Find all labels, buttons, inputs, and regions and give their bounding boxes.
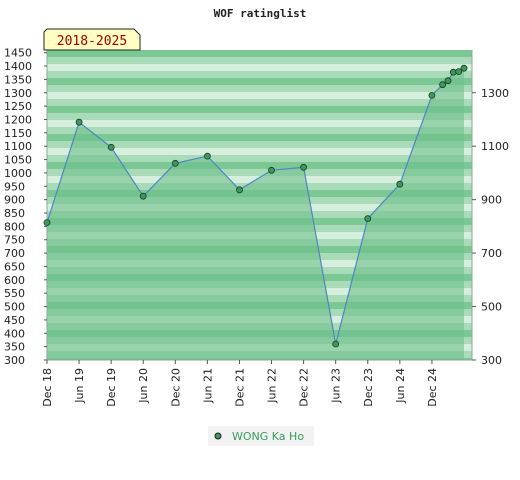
background-band xyxy=(47,162,472,169)
background-band xyxy=(47,92,472,99)
period-label: 2018-2025 xyxy=(57,34,127,49)
legend-box xyxy=(208,426,314,446)
left-tick-label: 1150 xyxy=(4,127,32,140)
left-tick-label: 450 xyxy=(4,314,25,327)
left-tick-label: 1200 xyxy=(4,113,32,126)
right-tick-label: 700 xyxy=(481,247,502,260)
left-tick-label: 950 xyxy=(4,180,25,193)
legend: WONG Ka Ho xyxy=(208,426,314,446)
axes xyxy=(46,50,473,361)
left-tick-label: 400 xyxy=(4,327,25,340)
left-tick-label: 1250 xyxy=(4,100,32,113)
right-tick-label: 900 xyxy=(481,194,502,207)
left-tick-label: 900 xyxy=(4,194,25,207)
data-point xyxy=(107,143,115,151)
background-band xyxy=(47,120,472,127)
left-tick-label: 350 xyxy=(4,341,25,354)
right-tick-label: 1100 xyxy=(481,140,509,153)
data-point xyxy=(444,77,452,85)
data-point xyxy=(268,166,275,174)
data-point xyxy=(203,152,211,160)
legend-marker xyxy=(214,432,222,440)
data-point xyxy=(300,163,308,171)
left-tick-label: 600 xyxy=(4,274,25,287)
left-tick-label: 1400 xyxy=(4,60,32,73)
left-tick-label: 1100 xyxy=(4,140,32,153)
left-tick-label: 1000 xyxy=(4,167,32,180)
left-tick-label: 1350 xyxy=(4,73,32,86)
right-tick-label: 1300 xyxy=(481,87,509,100)
left-tick-label: 850 xyxy=(4,207,25,220)
legend-label: WONG Ka Ho xyxy=(232,430,304,443)
left-tick-label: 500 xyxy=(4,301,25,314)
background-band xyxy=(47,113,472,120)
left-tick-label: 650 xyxy=(4,260,25,273)
data-point xyxy=(139,192,147,200)
data-points xyxy=(43,64,468,348)
left-tick-label: 1300 xyxy=(4,87,32,100)
x-tick-label: Dec 23 xyxy=(362,368,375,407)
background-band xyxy=(47,85,472,92)
x-tick-label: Jun 20 xyxy=(137,368,150,404)
x-tick-label: Dec 21 xyxy=(233,368,246,407)
data-point xyxy=(396,180,404,188)
background-band xyxy=(47,155,472,162)
background-band xyxy=(47,78,472,85)
data-point xyxy=(455,68,463,75)
left-tick-label: 300 xyxy=(4,354,25,367)
x-tick-label: Jun 22 xyxy=(266,368,279,404)
data-point xyxy=(364,215,372,223)
data-point xyxy=(75,118,83,126)
right-tick-label: 300 xyxy=(481,354,502,367)
data-point xyxy=(439,81,447,89)
x-axis: Dec 18 Jun 19 Dec 19 Jun 20 Dec 20 Jun 21 Dec … xyxy=(41,360,439,407)
background-band xyxy=(47,64,472,71)
x-tick-label: Jun 24 xyxy=(394,368,407,404)
x-tick-label: Jun 19 xyxy=(73,368,86,404)
background-band xyxy=(47,71,472,78)
background-band xyxy=(47,57,472,64)
x-tick-label: Jun 21 xyxy=(201,368,214,404)
right-y-axis: 300 500 700 900 1100 1300 xyxy=(472,87,509,367)
left-tick-label: 1050 xyxy=(4,154,32,167)
left-tick-label: 800 xyxy=(4,220,25,233)
x-tick-label: Jun 23 xyxy=(330,368,343,404)
right-tick-label: 500 xyxy=(481,301,502,314)
background-band xyxy=(47,99,472,106)
left-tick-label: 750 xyxy=(4,234,25,247)
chart-title: WOF ratinglist xyxy=(214,7,307,20)
data-point xyxy=(460,64,468,72)
period-badge: 2018-2025 xyxy=(43,28,141,51)
left-y-axis: 3003504004505005506006507007508008509009… xyxy=(4,47,47,367)
x-tick-label: Dec 22 xyxy=(298,368,311,407)
left-tick-label: 550 xyxy=(4,287,25,300)
x-tick-label: Dec 18 xyxy=(41,368,54,407)
left-tick-label: 700 xyxy=(4,247,25,260)
x-tick-label: Dec 20 xyxy=(169,368,182,407)
data-point xyxy=(428,92,436,99)
x-tick-label: Dec 19 xyxy=(105,368,118,407)
background-band xyxy=(47,141,472,148)
background-band xyxy=(47,134,472,141)
left-tick-label: 1450 xyxy=(4,47,32,60)
background-band xyxy=(47,50,472,57)
data-point xyxy=(43,219,51,227)
data-point xyxy=(171,159,179,167)
background-band xyxy=(47,127,472,134)
background-band xyxy=(47,106,472,113)
x-tick-label: Dec 24 xyxy=(426,368,439,407)
data-point xyxy=(332,340,340,348)
background-band xyxy=(47,148,472,155)
area-fill xyxy=(47,68,464,360)
background-band xyxy=(47,169,472,176)
data-point xyxy=(236,186,243,194)
